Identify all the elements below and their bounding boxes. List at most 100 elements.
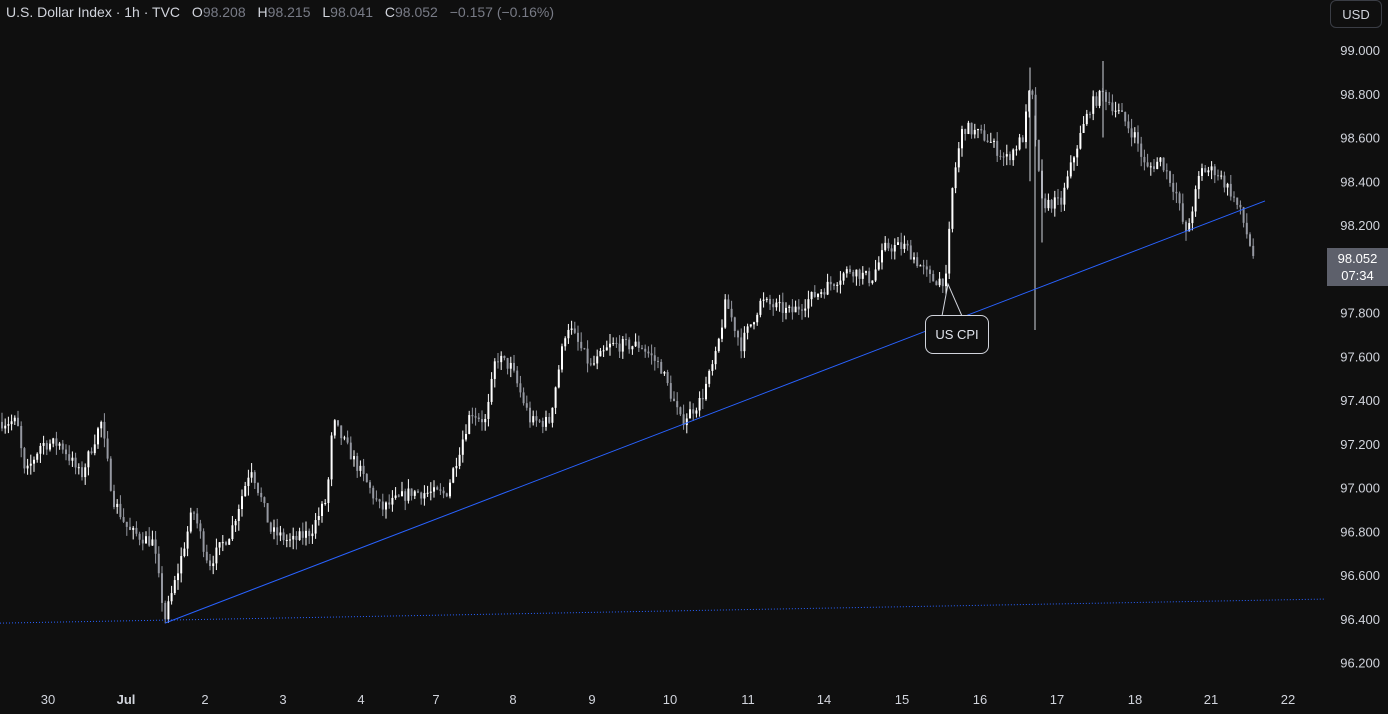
candle — [490, 378, 493, 402]
candle — [202, 531, 205, 552]
candle — [922, 265, 925, 267]
candlestick-series — [1, 60, 1255, 624]
candle — [1108, 101, 1111, 103]
candle — [759, 300, 762, 315]
time-axis[interactable]: 30 Jul 2 3 4 7 8 9 10 11 14 15 16 17 18 21 22 — [41, 692, 1295, 707]
candle — [705, 383, 707, 400]
time-tick-label: 4 — [357, 692, 364, 707]
candle — [234, 520, 237, 526]
countdown-timer: 07:34 — [1341, 268, 1374, 283]
candle — [148, 536, 151, 546]
candle — [1073, 157, 1075, 163]
candle — [881, 250, 883, 263]
candle — [778, 302, 781, 304]
candle — [513, 362, 515, 371]
candle — [1140, 143, 1143, 157]
candle — [727, 299, 730, 309]
candle — [458, 454, 461, 467]
candle — [855, 269, 858, 277]
candle — [429, 491, 432, 493]
candle — [557, 369, 560, 388]
candle — [916, 257, 919, 267]
candle — [228, 539, 231, 545]
candle — [487, 401, 490, 419]
candle — [743, 332, 746, 352]
callout-pointer — [941, 282, 963, 317]
candle — [711, 364, 714, 371]
candle — [433, 487, 435, 492]
candle — [349, 442, 352, 460]
candle — [769, 298, 771, 305]
candle — [388, 502, 391, 505]
time-tick-label: 9 — [588, 692, 595, 707]
candle — [593, 363, 595, 365]
candle — [413, 491, 416, 496]
candle — [1201, 168, 1203, 176]
candle — [506, 358, 509, 369]
support-line[interactable] — [0, 598, 1326, 624]
candle — [145, 536, 147, 544]
candle — [650, 353, 653, 356]
candle — [1156, 161, 1159, 169]
candle — [1169, 171, 1171, 183]
low-label: L — [322, 4, 331, 20]
close-label: C — [384, 4, 396, 20]
candle — [1105, 92, 1107, 102]
candle — [378, 499, 381, 502]
candle — [1082, 124, 1085, 133]
candle — [660, 361, 663, 374]
candle — [129, 526, 131, 530]
candle — [183, 548, 186, 557]
candle — [951, 188, 954, 229]
candle — [948, 228, 951, 274]
candle — [106, 438, 109, 459]
candle — [1249, 234, 1251, 246]
candle — [516, 370, 519, 384]
candle — [1127, 121, 1130, 129]
symbol-title[interactable]: U.S. Dollar Index · 1h · TVC — [6, 4, 181, 20]
candle — [1133, 132, 1136, 138]
candle — [365, 474, 368, 483]
candle — [164, 602, 167, 620]
candle — [119, 503, 122, 518]
candle — [340, 425, 343, 439]
candle — [321, 503, 323, 517]
candle — [65, 449, 67, 455]
candle — [919, 265, 922, 267]
candle — [1057, 197, 1059, 199]
candle — [653, 355, 656, 361]
us-cpi-callout[interactable]: US CPI — [925, 315, 989, 354]
candle — [241, 496, 243, 510]
candle — [442, 490, 445, 494]
candle — [525, 403, 528, 408]
candle — [1111, 102, 1114, 112]
candle — [167, 601, 170, 620]
candle — [298, 531, 301, 541]
candle — [986, 140, 989, 142]
time-tick-label: 7 — [432, 692, 439, 707]
candle — [625, 339, 627, 341]
candle — [1028, 90, 1031, 112]
candle — [266, 503, 269, 523]
time-tick-label: 22 — [1281, 692, 1295, 707]
chart-legend: U.S. Dollar Index · 1h · TVC O98.208 H98… — [6, 4, 554, 20]
candle — [583, 348, 586, 350]
candle — [1191, 211, 1194, 224]
currency-button[interactable]: USD — [1330, 0, 1382, 28]
price-tick-label: 98.800 — [1340, 87, 1380, 102]
candle — [17, 417, 19, 426]
candle — [308, 530, 311, 537]
candle — [1130, 128, 1133, 138]
candle — [874, 269, 877, 281]
candle — [1124, 111, 1127, 122]
price-axis[interactable]: 99.00098.80098.60098.40098.20098.00097.8… — [1340, 43, 1380, 671]
candle — [359, 465, 362, 471]
candle — [333, 420, 336, 436]
trendline[interactable] — [164, 200, 1266, 624]
candle — [500, 355, 503, 363]
time-tick-label: 21 — [1204, 692, 1218, 707]
candle — [561, 346, 563, 370]
candle — [1153, 166, 1155, 169]
candle — [186, 531, 189, 549]
